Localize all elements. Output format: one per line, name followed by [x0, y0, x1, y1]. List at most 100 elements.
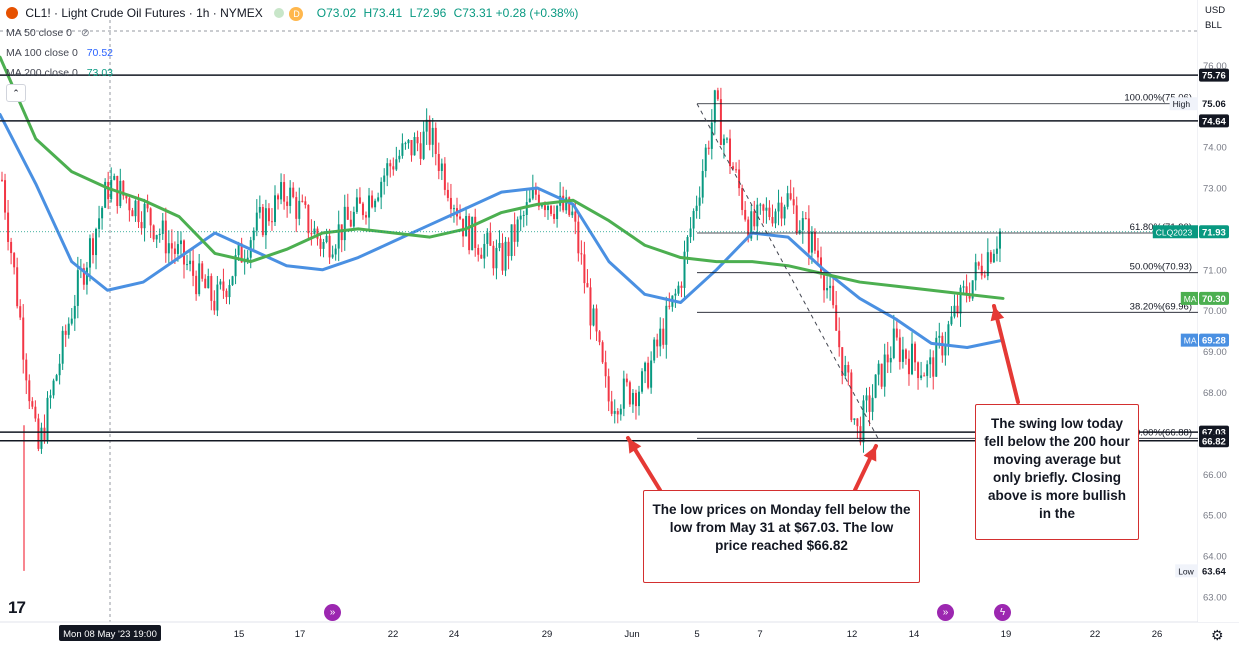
price-tick-label: 68.00 [1203, 388, 1227, 399]
candle-body [774, 211, 777, 224]
candle-body [283, 182, 286, 202]
candle-body [319, 238, 322, 249]
candle-body [459, 216, 462, 219]
collapse-legend-button[interactable]: ⌃ [6, 84, 26, 102]
event-marker-icon[interactable]: » [324, 604, 341, 621]
candle-body [853, 418, 856, 420]
candle-body [416, 136, 419, 144]
candle-body [88, 238, 91, 268]
candle-body [601, 342, 604, 363]
candle-body [680, 285, 683, 288]
lightning-icon[interactable]: ϟ [994, 604, 1011, 621]
candle-body [125, 195, 128, 199]
price-tag-prefix-bg [1169, 97, 1198, 111]
candle-body [504, 241, 507, 271]
tradingview-logo[interactable]: 17 [8, 598, 26, 617]
candle-body [971, 280, 974, 299]
arrow-left-low-head [628, 438, 642, 454]
candle-body [46, 397, 49, 441]
candle-body [710, 122, 713, 149]
candle-body [258, 207, 261, 213]
candle-body [768, 207, 771, 218]
candle-body [574, 211, 577, 222]
candle-body [216, 284, 219, 311]
candle-body [386, 163, 389, 176]
candle-body [911, 343, 913, 375]
price-tag-value: 71.93 [1202, 227, 1226, 238]
candle-body [798, 230, 801, 234]
candle-body [674, 293, 677, 296]
candle-body [49, 395, 52, 398]
time-axis[interactable]: 15 17 22 24 29 Jun 5 7 12 14 19 22 26 Mon 08 May '23 … [59, 625, 1162, 641]
candle-body [355, 197, 358, 212]
candle-body [237, 243, 240, 256]
candle-body [586, 283, 589, 288]
ma100-line [0, 112, 1005, 350]
candle-body [841, 347, 844, 376]
settings-gear-icon[interactable]: ⚙ [1211, 627, 1224, 643]
candle-body [328, 235, 331, 258]
candle-body [656, 339, 659, 347]
candle-body [823, 273, 826, 291]
candle-body [422, 131, 425, 159]
candle-body [410, 139, 413, 156]
candle-body [471, 216, 474, 251]
candle-body [901, 349, 904, 362]
price-axis[interactable]: USDBLL76.0075.0074.0073.0072.0071.0070.0… [1152, 0, 1239, 622]
time-tick-label: 22 [388, 629, 399, 640]
unit-menu-label: BLL [1205, 20, 1222, 31]
indicator-ma200[interactable]: MA 200 close 0 73.03 [6, 67, 113, 79]
price-tick-label: 63.00 [1203, 593, 1227, 604]
price-tag-prefix-bg [1180, 291, 1198, 305]
price-tag-prefix-bg [1180, 333, 1198, 347]
candle-body [619, 408, 622, 415]
candle-body [468, 216, 471, 251]
visibility-off-icon[interactable]: ⊘ [80, 27, 90, 39]
candle-body [744, 209, 747, 220]
ma-layer [0, 55, 1005, 350]
candle-body [641, 371, 644, 392]
candle-body [64, 330, 67, 335]
candle-body [1, 179, 3, 181]
candle-body [207, 276, 210, 289]
candle-body [959, 287, 962, 314]
price-tag-prefix: Low [1178, 566, 1194, 576]
arrow-swing-low [992, 304, 1020, 404]
indicator-ma50[interactable]: MA 50 close 0 ⊘ [6, 27, 90, 39]
price-tag-bg [1199, 114, 1229, 128]
price-tag-bg [1199, 333, 1229, 347]
candle-body [155, 235, 158, 240]
candle-body [98, 218, 101, 229]
candle-body [832, 285, 835, 306]
indicator-ma100[interactable]: MA 100 close 0 70.52 [6, 47, 113, 59]
indicator-label: MA 200 close 0 [6, 67, 78, 79]
event-marker-icon[interactable]: » [937, 604, 954, 621]
candle-body [577, 221, 580, 254]
candle-body [404, 143, 407, 145]
candle-body [261, 207, 264, 236]
candle-body [37, 418, 40, 449]
candle-body [428, 119, 431, 145]
price-tag-value: 66.82 [1202, 436, 1226, 447]
candle-body [4, 180, 7, 213]
candle-body [365, 215, 367, 218]
candle-body [228, 285, 231, 298]
candle-body [792, 199, 795, 206]
candle-body [786, 193, 789, 207]
candle-body [604, 362, 607, 377]
candle-body [868, 395, 871, 412]
symbol-title[interactable]: CL1! · Light Crude Oil Futures · 1h · NY… [25, 6, 263, 20]
candle-body [935, 337, 938, 377]
candle-body [628, 382, 631, 405]
candle-body [280, 182, 283, 200]
ohlc-low: L72.96 [409, 6, 447, 20]
candle-body [19, 306, 22, 318]
candle-body [704, 147, 707, 172]
candle-body [816, 250, 819, 258]
candle-body [592, 308, 595, 326]
candle-body [644, 362, 647, 372]
candle-body [383, 175, 386, 182]
candle-body [598, 331, 601, 343]
candle-body [201, 263, 204, 279]
